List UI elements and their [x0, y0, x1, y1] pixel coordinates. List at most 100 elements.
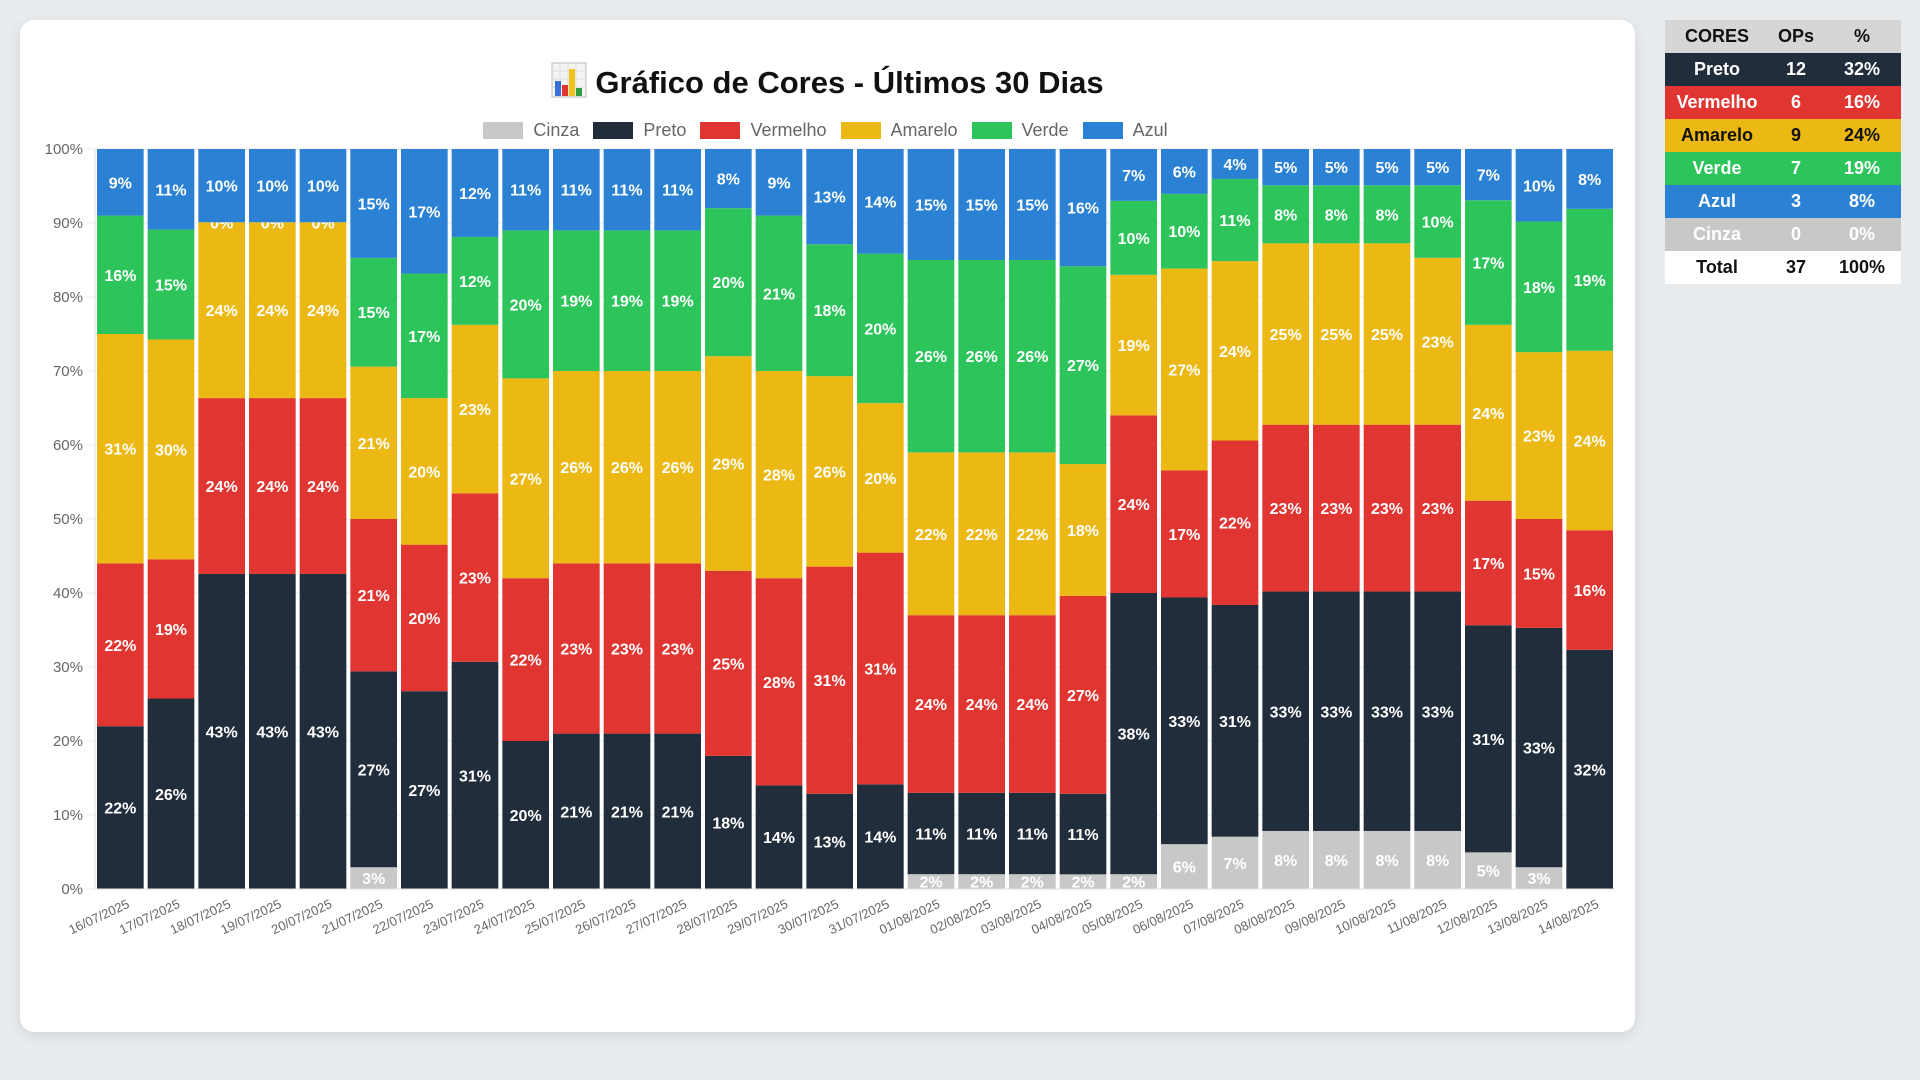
bar-segment-verde[interactable] — [553, 230, 600, 371]
bar-segment-amarelo[interactable] — [97, 334, 144, 564]
bar-segment-vermelho[interactable] — [451, 493, 499, 662]
bar-segment-amarelo[interactable] — [1211, 261, 1259, 441]
bar-segment-verde[interactable] — [1313, 185, 1360, 244]
bar-segment-azul[interactable] — [755, 149, 803, 216]
bar-segment-vermelho[interactable] — [1059, 595, 1107, 794]
bar-segment-vermelho[interactable] — [907, 615, 955, 793]
bar-segment-preto[interactable] — [451, 661, 499, 889]
bar-segment-azul[interactable] — [401, 149, 448, 274]
bar-segment-amarelo[interactable] — [1262, 243, 1309, 425]
bar-segment-cinza[interactable] — [1414, 830, 1461, 889]
bar-segment-verde[interactable] — [350, 257, 397, 367]
bar-segment-azul[interactable] — [1566, 149, 1613, 209]
bar-segment-vermelho[interactable] — [1363, 424, 1411, 592]
bar-segment-azul[interactable] — [1313, 149, 1360, 186]
bar-segment-verde[interactable] — [1211, 178, 1259, 262]
bar-segment-preto[interactable] — [755, 785, 803, 889]
bar-segment-azul[interactable] — [705, 149, 752, 209]
bar-segment-verde[interactable] — [451, 236, 499, 325]
bar-segment-amarelo[interactable] — [401, 398, 448, 545]
legend-item-amarelo[interactable]: Amarelo — [840, 120, 958, 141]
bar-segment-azul[interactable] — [249, 149, 296, 223]
bar-segment-preto[interactable] — [857, 784, 904, 889]
bar-segment-azul[interactable] — [1110, 149, 1157, 201]
bar-segment-azul[interactable] — [451, 149, 499, 237]
bar-segment-amarelo[interactable] — [451, 324, 499, 494]
bar-segment-preto[interactable] — [1566, 649, 1613, 889]
bar-segment-verde[interactable] — [1059, 266, 1107, 465]
bar-segment-vermelho[interactable] — [147, 559, 195, 699]
bar-segment-vermelho[interactable] — [654, 563, 701, 734]
bar-segment-verde[interactable] — [1566, 208, 1613, 351]
bar-segment-verde[interactable] — [705, 208, 752, 357]
bar-segment-cinza[interactable] — [1110, 874, 1157, 889]
bar-segment-preto[interactable] — [1211, 604, 1259, 837]
bar-segment-azul[interactable] — [1009, 149, 1056, 260]
bar-segment-vermelho[interactable] — [1161, 470, 1208, 598]
bar-segment-preto[interactable] — [1313, 591, 1360, 831]
bar-segment-verde[interactable] — [958, 260, 1005, 453]
bar-segment-verde[interactable] — [1515, 221, 1563, 353]
bar-segment-verde[interactable] — [1161, 193, 1208, 269]
bar-segment-azul[interactable] — [198, 149, 245, 223]
bar-segment-verde[interactable] — [1363, 185, 1411, 244]
bar-segment-verde[interactable] — [654, 230, 701, 371]
bar-segment-azul[interactable] — [1161, 149, 1208, 194]
bar-segment-vermelho[interactable] — [198, 398, 245, 574]
bar-segment-vermelho[interactable] — [806, 566, 853, 794]
bar-segment-verde[interactable] — [907, 260, 955, 453]
bar-segment-preto[interactable] — [1363, 591, 1411, 831]
bar-segment-azul[interactable] — [299, 149, 347, 223]
bar-segment-preto[interactable] — [1465, 625, 1512, 853]
bar-segment-amarelo[interactable] — [958, 452, 1005, 616]
legend-item-cinza[interactable]: Cinza — [483, 120, 579, 141]
bar-segment-cinza[interactable] — [1515, 867, 1563, 889]
bar-segment-cinza[interactable] — [958, 874, 1005, 889]
legend-item-verde[interactable]: Verde — [971, 120, 1069, 141]
bar-segment-amarelo[interactable] — [1414, 257, 1461, 425]
bar-segment-verde[interactable] — [603, 230, 651, 371]
bar-segment-vermelho[interactable] — [1465, 500, 1512, 626]
bar-segment-verde[interactable] — [1414, 185, 1461, 258]
bar-segment-amarelo[interactable] — [603, 371, 651, 564]
bar-segment-vermelho[interactable] — [401, 544, 448, 692]
bar-segment-azul[interactable] — [654, 149, 701, 231]
bar-segment-vermelho[interactable] — [1515, 519, 1563, 628]
bar-segment-preto[interactable] — [401, 691, 448, 889]
bar-segment-preto[interactable] — [603, 733, 651, 889]
bar-segment-amarelo[interactable] — [249, 222, 296, 399]
bar-segment-vermelho[interactable] — [958, 615, 1005, 793]
bar-segment-amarelo[interactable] — [857, 403, 904, 553]
bar-segment-preto[interactable] — [350, 671, 397, 868]
bar-segment-preto[interactable] — [654, 733, 701, 889]
bar-segment-vermelho[interactable] — [502, 578, 549, 741]
bar-segment-amarelo[interactable] — [1059, 464, 1107, 596]
bar-segment-preto[interactable] — [907, 792, 955, 875]
bar-segment-amarelo[interactable] — [806, 376, 853, 567]
bar-segment-amarelo[interactable] — [654, 371, 701, 564]
bar-segment-verde[interactable] — [806, 244, 853, 377]
bar-segment-cinza[interactable] — [350, 867, 397, 889]
bar-segment-vermelho[interactable] — [705, 570, 752, 756]
bar-segment-amarelo[interactable] — [1009, 452, 1056, 616]
bar-segment-azul[interactable] — [907, 149, 955, 260]
bar-segment-cinza[interactable] — [1363, 830, 1411, 889]
bar-segment-amarelo[interactable] — [1161, 268, 1208, 471]
bar-segment-preto[interactable] — [1414, 591, 1461, 831]
bar-segment-amarelo[interactable] — [907, 452, 955, 616]
bar-segment-verde[interactable] — [1465, 200, 1512, 325]
bar-segment-cinza[interactable] — [1262, 830, 1309, 889]
bar-segment-preto[interactable] — [1110, 593, 1157, 875]
bar-segment-amarelo[interactable] — [1363, 243, 1411, 425]
bar-segment-azul[interactable] — [958, 149, 1005, 260]
bar-segment-cinza[interactable] — [1313, 830, 1360, 889]
bar-segment-preto[interactable] — [299, 573, 347, 889]
bar-segment-preto[interactable] — [1515, 627, 1563, 868]
bar-segment-vermelho[interactable] — [249, 398, 296, 574]
bar-segment-vermelho[interactable] — [299, 398, 347, 574]
bar-segment-verde[interactable] — [97, 215, 144, 334]
bar-segment-preto[interactable] — [249, 573, 296, 889]
bar-segment-amarelo[interactable] — [705, 356, 752, 571]
legend-item-azul[interactable]: Azul — [1082, 120, 1168, 141]
bar-segment-preto[interactable] — [705, 755, 752, 889]
